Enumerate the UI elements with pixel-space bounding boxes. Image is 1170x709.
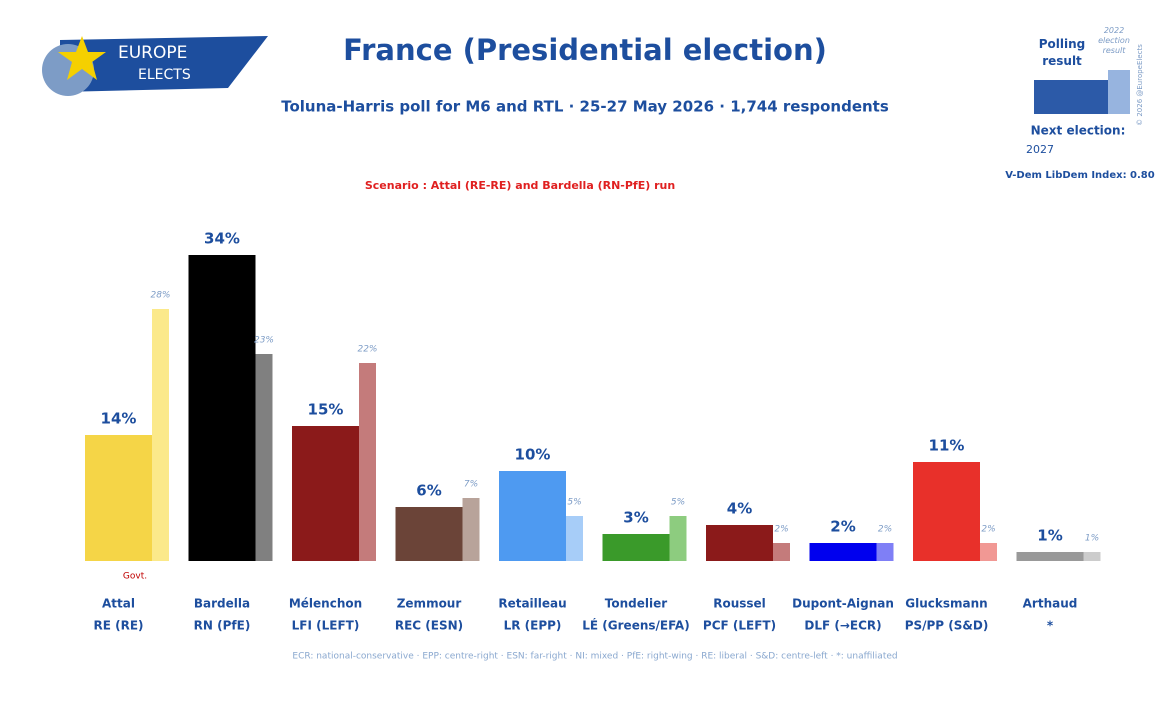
value-label-2022: 2% (878, 525, 892, 535)
x-tick-label: Retailleau (498, 597, 566, 611)
next-election: 2027 (1026, 143, 1054, 156)
x-tick-label: Bardella (194, 597, 250, 611)
value-label: 1% (1037, 527, 1062, 545)
x-tick-label: Roussel (713, 597, 766, 611)
value-label: 10% (515, 446, 551, 464)
footnote: ECR: national-conservative · EPP: centre… (292, 652, 897, 662)
value-label: 15% (308, 401, 344, 419)
x-tick-label: DLF (→ECR) (804, 619, 881, 633)
bar (913, 462, 980, 561)
bar (395, 507, 463, 561)
bar (292, 426, 359, 561)
x-tick-label: * (1047, 619, 1054, 633)
x-tick-label: LFI (LEFT) (292, 619, 360, 633)
value-label: 14% (101, 410, 137, 428)
value-label-2022: 2% (981, 525, 995, 535)
bar-2022 (359, 363, 376, 561)
value-label-2022: 22% (357, 345, 377, 355)
bar-2022 (980, 543, 997, 561)
value-label-2022: 5% (671, 498, 685, 508)
bar-2022 (462, 498, 480, 561)
x-tick-label: Dupont-Aignan (792, 597, 894, 611)
x-tick-label: Attal (102, 597, 135, 611)
bar (602, 534, 670, 561)
value-label: 3% (623, 509, 648, 527)
value-label-2022: 7% (464, 480, 478, 490)
x-tick-label: Glucksmann (905, 597, 987, 611)
chart-title: France (Presidential election) (343, 33, 827, 67)
x-tick-label: PCF (LEFT) (703, 619, 776, 633)
bar (706, 525, 773, 561)
value-label: 34% (204, 230, 240, 248)
value-label: 6% (416, 482, 441, 500)
vdem: V-Dem LibDem Index: 0.80 (1005, 170, 1155, 181)
x-tick-label: LR (EPP) (504, 619, 562, 633)
copyright: © 2026 @EuropeElects (1136, 44, 1144, 126)
annotation: Govt. (123, 572, 147, 582)
logo-star (58, 36, 106, 80)
value-label-2022: 2% (774, 525, 788, 535)
value-label-2022: 28% (150, 291, 170, 301)
legend-swatch (1034, 80, 1108, 114)
value-label: 2% (830, 518, 855, 536)
bar-2022 (255, 354, 273, 561)
value-label: 4% (727, 500, 752, 518)
bar (1016, 552, 1084, 561)
value-label: 11% (929, 437, 965, 455)
bar-2022 (1083, 552, 1101, 561)
subtitle: Toluna-Harris poll for M6 and RTL · 25-2… (281, 98, 889, 116)
x-tick-label: LÉ (Greens/EFA) (582, 618, 689, 633)
logo-text: ELECTS (138, 67, 191, 83)
bar-2022 (566, 516, 583, 561)
value-label-2022: 23% (254, 336, 274, 346)
bar (85, 435, 152, 561)
logo-band (60, 36, 268, 92)
bar (809, 543, 877, 561)
bar (499, 471, 566, 561)
legend-entry: 2022 election result (1098, 26, 1130, 55)
logo-text: EUROPE (118, 43, 187, 63)
x-tick-label: Mélenchon (289, 597, 362, 611)
x-tick-label: PS/PP (S&D) (905, 619, 989, 633)
legend-entry: Polling result (1038, 37, 1086, 68)
legend-swatch (1108, 70, 1130, 114)
value-label-2022: 5% (567, 498, 581, 508)
bar-2022 (152, 309, 169, 561)
x-tick-label: Tondelier (605, 597, 667, 611)
x-tick-label: RN (PfE) (194, 619, 251, 633)
bar (188, 255, 256, 561)
bar-2022 (669, 516, 687, 561)
x-tick-label: Zemmour (397, 597, 462, 611)
next-election-label: Next election: (1031, 124, 1126, 138)
x-tick-label: Arthaud (1023, 597, 1078, 611)
scenario: Scenario : Attal (RE-RE) and Bardella (R… (365, 179, 675, 192)
bar-2022 (876, 543, 894, 561)
value-label-2022: 1% (1085, 534, 1099, 544)
bar-2022 (773, 543, 790, 561)
x-tick-label: REC (ESN) (395, 619, 463, 633)
x-tick-label: RE (RE) (93, 619, 143, 633)
